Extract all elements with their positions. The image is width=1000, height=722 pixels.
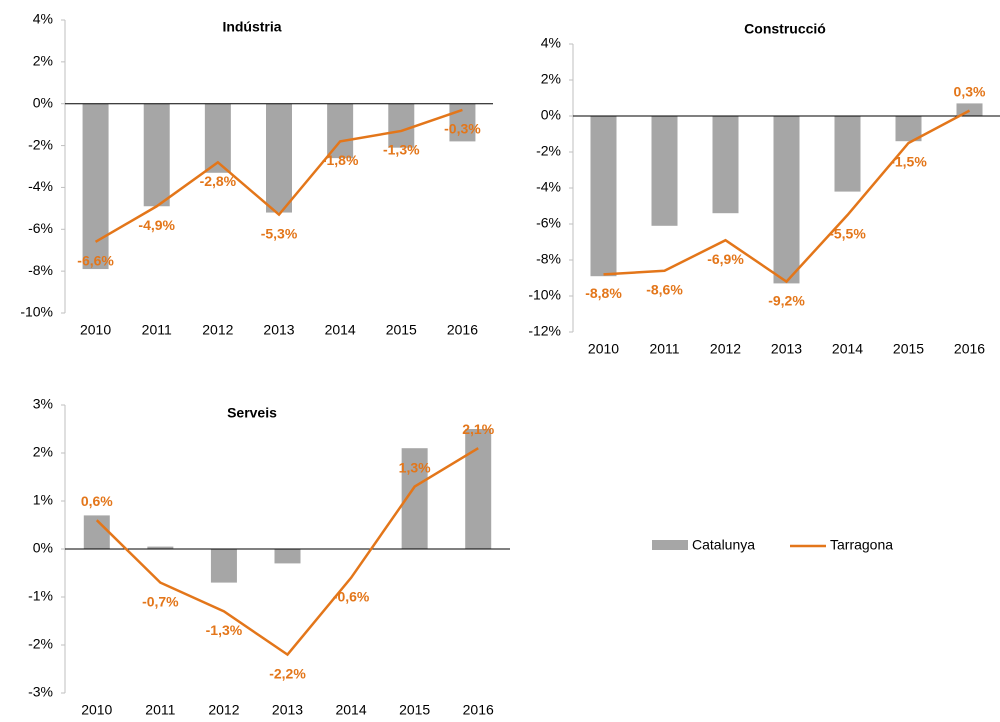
data-label: -8,6% bbox=[646, 282, 683, 298]
bar bbox=[210, 549, 237, 583]
x-tick-label: 2010 bbox=[81, 702, 112, 718]
data-label: -1,5% bbox=[890, 154, 927, 170]
y-tick-label: -8% bbox=[536, 251, 561, 267]
data-label: -6,9% bbox=[707, 251, 744, 267]
line bbox=[95, 447, 479, 657]
data-label: -2,2% bbox=[269, 665, 306, 681]
data-label: -0,3% bbox=[444, 121, 481, 137]
x-tick-label: 2014 bbox=[325, 322, 356, 338]
y-tick-label: 0% bbox=[541, 107, 561, 123]
y-tick-label: -2% bbox=[28, 136, 53, 152]
x-tick-label: 2011 bbox=[142, 322, 172, 338]
data-label: -4,9% bbox=[138, 217, 175, 233]
x-tick-label: 2016 bbox=[463, 702, 494, 718]
y-tick-label: -2% bbox=[28, 636, 53, 652]
data-label: -1,3% bbox=[383, 142, 420, 158]
y-tick-label: -8% bbox=[28, 262, 53, 278]
legend: Catalunya Tarragona bbox=[652, 537, 893, 553]
bar bbox=[465, 429, 492, 549]
bar bbox=[651, 116, 678, 226]
data-label: -1,3% bbox=[206, 622, 243, 638]
bar bbox=[143, 103, 170, 207]
y-tick-label: -3% bbox=[28, 684, 53, 700]
y-tick-label: -4% bbox=[28, 178, 53, 194]
x-tick-label: 2015 bbox=[386, 322, 417, 338]
y-tick-label: -4% bbox=[536, 179, 561, 195]
y-tick-label: 4% bbox=[541, 35, 561, 51]
chart-title: Serveis bbox=[227, 405, 277, 421]
y-tick-label: 2% bbox=[33, 53, 53, 69]
x-tick-label: 2014 bbox=[335, 702, 366, 718]
x-tick-label: 2010 bbox=[80, 322, 111, 338]
bar bbox=[834, 116, 861, 192]
x-tick-label: 2016 bbox=[447, 322, 478, 338]
y-tick-label: 3% bbox=[33, 396, 53, 412]
bar bbox=[274, 549, 301, 564]
x-tick-label: 2013 bbox=[771, 341, 802, 357]
data-label: -5,3% bbox=[261, 225, 298, 241]
y-tick-label: -10% bbox=[528, 287, 561, 303]
y-tick-label: 2% bbox=[541, 71, 561, 87]
bar bbox=[773, 116, 800, 284]
data-label: -9,2% bbox=[768, 292, 805, 308]
x-tick-label: 2011 bbox=[145, 702, 175, 718]
data-label: -8,8% bbox=[585, 285, 622, 301]
data-label: -5,5% bbox=[829, 226, 866, 242]
data-label: 0,3% bbox=[954, 83, 986, 99]
data-label: -0,7% bbox=[142, 593, 179, 609]
data-label: -1,8% bbox=[322, 152, 359, 168]
x-tick-label: 2013 bbox=[263, 322, 294, 338]
bar bbox=[388, 103, 415, 148]
bar bbox=[327, 103, 354, 159]
x-tick-label: 2015 bbox=[399, 702, 430, 718]
y-tick-label: 0% bbox=[33, 540, 53, 556]
bar bbox=[266, 103, 292, 213]
y-tick-label: 0% bbox=[33, 94, 53, 110]
x-tick-label: 2012 bbox=[202, 322, 233, 338]
data-label: -6,6% bbox=[77, 253, 114, 269]
x-tick-label: 2014 bbox=[832, 341, 863, 357]
line bbox=[603, 109, 971, 284]
legend-label: Catalunya bbox=[692, 537, 755, 553]
data-label: 0,6% bbox=[81, 493, 113, 509]
x-tick-label: 2010 bbox=[588, 341, 619, 357]
x-tick-label: 2015 bbox=[893, 341, 924, 357]
y-tick-label: 4% bbox=[33, 11, 53, 27]
x-tick-label: 2012 bbox=[710, 341, 741, 357]
y-tick-label: -10% bbox=[20, 304, 53, 320]
x-tick-label: 2016 bbox=[954, 341, 985, 357]
y-tick-label: -12% bbox=[528, 323, 561, 339]
bar bbox=[590, 116, 617, 277]
y-tick-label: -1% bbox=[28, 588, 53, 604]
data-label: 1,3% bbox=[399, 459, 431, 475]
y-tick-label: 2% bbox=[33, 444, 53, 460]
data-label: -0,6% bbox=[333, 589, 370, 605]
bar bbox=[147, 546, 174, 549]
x-tick-label: 2012 bbox=[208, 702, 239, 718]
x-tick-label: 2011 bbox=[649, 341, 679, 357]
chart-title: Construcció bbox=[744, 21, 826, 37]
legend-swatch bbox=[652, 540, 688, 550]
x-tick-label: 2013 bbox=[272, 702, 303, 718]
data-label: -2,8% bbox=[200, 173, 237, 189]
y-tick-label: -2% bbox=[536, 143, 561, 159]
bar bbox=[82, 103, 109, 270]
y-tick-label: 1% bbox=[33, 492, 53, 508]
y-tick-label: -6% bbox=[28, 220, 53, 236]
bar bbox=[712, 116, 739, 214]
line bbox=[94, 108, 463, 243]
chart-title: Indústria bbox=[222, 19, 281, 35]
legend-label: Tarragona bbox=[830, 537, 893, 553]
data-label: 2,1% bbox=[462, 421, 494, 437]
y-tick-label: -6% bbox=[536, 215, 561, 231]
